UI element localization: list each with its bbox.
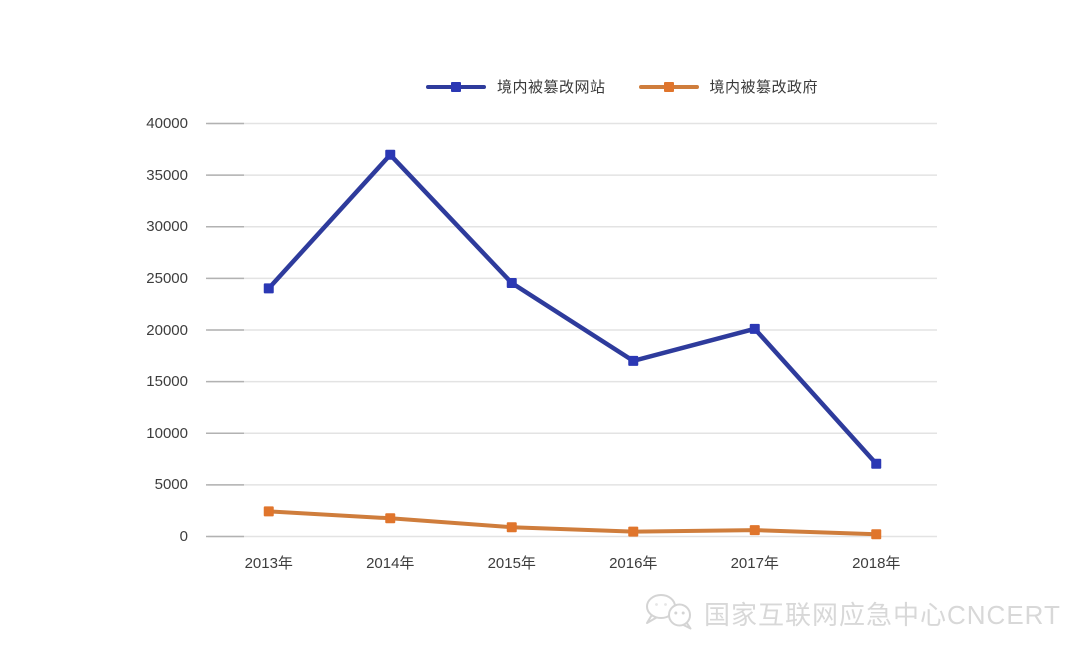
legend-label-gov: 境内被篡改政府 [709,79,819,96]
data-point-marker [385,513,396,524]
data-point-marker [628,526,639,537]
series-line-1 [266,509,879,537]
watermark: 国家互联网应急中心CNCERT [642,592,1061,634]
data-point-marker [506,278,517,289]
legend-item-tampered-websites: 境内被篡改网站 [426,76,606,97]
chart-legend: 境内被篡改网站 境内被篡改政府 [426,76,818,97]
data-point-marker [749,525,760,536]
data-point-marker [263,283,274,294]
data-point-marker [749,323,760,334]
series-line-0 [266,152,879,466]
data-point-marker [871,458,882,469]
legend-line-square-icon [638,79,699,94]
wechat-icon [646,594,692,630]
legend-square-marker-icon [451,82,461,92]
legend-label-websites: 境内被篡改网站 [497,79,606,96]
legend-item-tampered-gov: 境内被篡改政府 [638,76,819,97]
watermark-text: 国家互联网应急中心CNCERT [704,599,1061,630]
data-point-marker [628,355,639,366]
legend-square-marker-icon [663,82,674,92]
legend-line-square-icon [426,79,486,94]
data-point-marker [385,149,396,160]
data-point-marker [506,522,517,533]
data-point-marker [263,506,274,517]
data-point-marker [871,529,882,540]
